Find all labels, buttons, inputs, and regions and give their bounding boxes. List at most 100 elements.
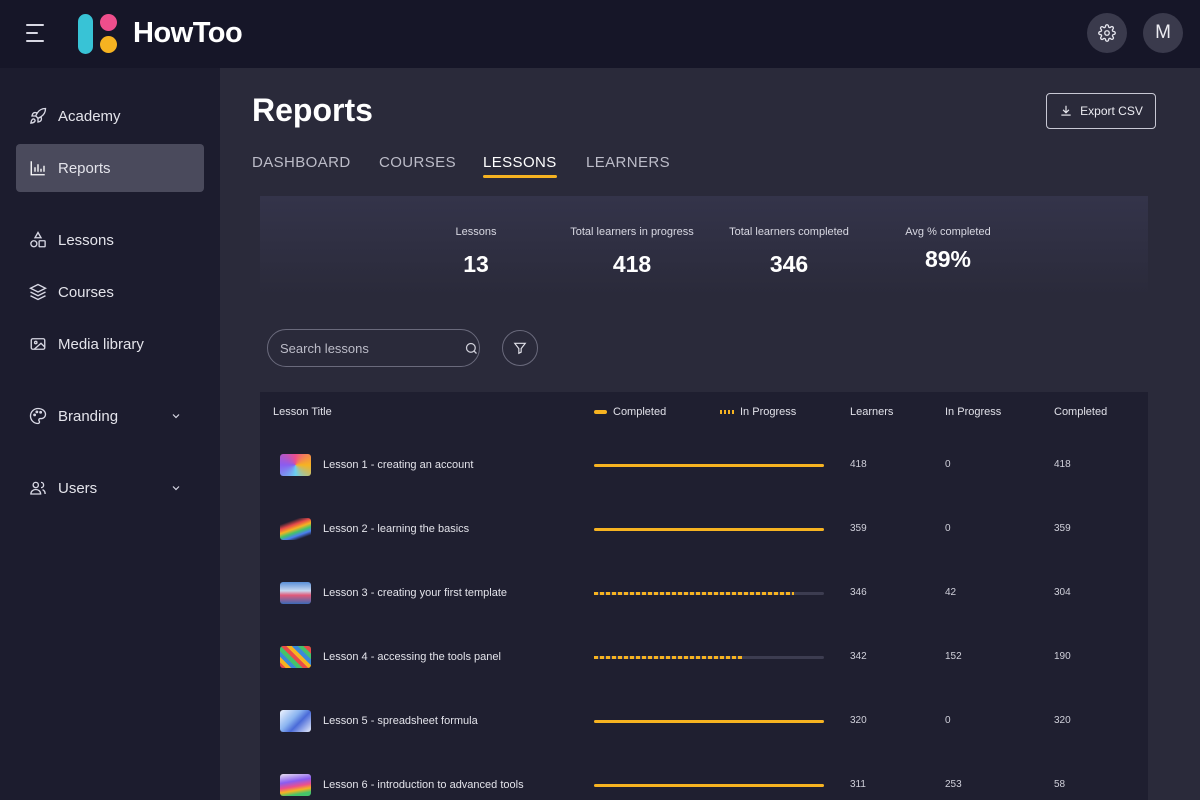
progress-fill (594, 784, 824, 787)
bar-chart-icon (28, 158, 48, 178)
tab-lessons[interactable]: LESSONS (483, 154, 557, 178)
table-row[interactable]: Lesson 6 - introduction to advanced tool… (260, 760, 1148, 800)
learners-cell: 359 (850, 523, 867, 534)
sidebar-item-media-library[interactable]: Media library (16, 320, 204, 368)
learners-cell: 418 (850, 459, 867, 470)
progress-fill (594, 656, 744, 659)
sidebar-item-label: Reports (58, 159, 111, 177)
stat-label: Avg % completed (905, 226, 991, 238)
in-progress-cell: 0 (945, 459, 951, 470)
shapes-icon (28, 230, 48, 250)
users-icon (28, 478, 48, 498)
progress-track (594, 464, 824, 467)
lesson-thumbnail (280, 582, 311, 604)
completed-cell: 418 (1054, 459, 1071, 470)
export-csv-label: Export CSV (1080, 104, 1143, 118)
in-progress-cell: 152 (945, 651, 962, 662)
page-title: Reports (252, 92, 373, 128)
brand-logo (78, 14, 120, 54)
progress-fill (594, 720, 824, 723)
table-row[interactable]: Lesson 3 - creating your first template … (260, 568, 1148, 632)
search-icon[interactable] (464, 341, 479, 361)
sidebar-item-lessons[interactable]: Lessons (16, 216, 204, 264)
column-header-lesson-title[interactable]: Lesson Title (273, 406, 332, 418)
lesson-thumbnail (280, 646, 311, 668)
progress-track (594, 656, 824, 659)
stat-value: 418 (612, 251, 652, 277)
legend-in-progress-swatch (720, 410, 734, 414)
column-header-learners[interactable]: Learners (850, 406, 894, 418)
lesson-thumbnail (280, 710, 311, 732)
stat-learners-in-progress: Total learners in progress 418 (562, 226, 702, 278)
in-progress-cell: 0 (945, 715, 951, 726)
stat-lessons: Lessons 13 (446, 226, 506, 278)
progress-fill (594, 464, 824, 467)
lesson-thumbnail (280, 518, 311, 540)
sidebar-item-academy[interactable]: Academy (16, 92, 204, 140)
search-input[interactable] (280, 340, 450, 356)
table-row[interactable]: Lesson 2 - learning the basics 359 0 359 (260, 504, 1148, 568)
progress-track (594, 528, 824, 531)
sidebar: Academy Reports Lessons Courses Media li… (0, 68, 220, 800)
layers-icon (28, 282, 48, 302)
gear-icon (1098, 24, 1116, 42)
lesson-title: Lesson 4 - accessing the tools panel (323, 651, 501, 663)
column-header-in-progress[interactable]: In Progress (945, 406, 1002, 418)
sidebar-item-label: Courses (58, 283, 114, 301)
sidebar-item-label: Academy (58, 107, 121, 125)
learners-cell: 320 (850, 715, 867, 726)
progress-track (594, 720, 824, 723)
filter-button[interactable] (502, 330, 538, 366)
table-row[interactable]: Lesson 1 - creating an account 418 0 418 (260, 440, 1148, 504)
stat-avg-completed: Avg % completed 89% (890, 226, 1006, 273)
in-progress-cell: 42 (945, 587, 957, 598)
lessons-table: Lesson Title Completed In Progress Learn… (260, 392, 1148, 800)
sidebar-item-users[interactable]: Users (16, 464, 204, 512)
tab-courses[interactable]: COURSES (379, 154, 456, 171)
sidebar-item-label: Media library (58, 335, 144, 353)
stat-label: Total learners in progress (570, 226, 694, 238)
lesson-thumbnail (280, 454, 311, 476)
progress-track (594, 592, 824, 595)
table-row[interactable]: Lesson 5 - spreadsheet formula 320 0 320 (260, 696, 1148, 760)
table-row[interactable]: Lesson 4 - accessing the tools panel 342… (260, 632, 1148, 696)
legend-completed: Completed (594, 406, 666, 418)
avatar[interactable]: M (1143, 13, 1183, 53)
progress-track (594, 784, 824, 787)
tab-dashboard[interactable]: DASHBOARD (252, 154, 351, 171)
lesson-title: Lesson 6 - introduction to advanced tool… (323, 779, 524, 791)
image-icon (28, 334, 48, 354)
stat-label: Total learners completed (729, 226, 849, 238)
chevron-down-icon (170, 409, 182, 426)
top-bar: HowToo M (0, 0, 1200, 68)
learners-cell: 346 (850, 587, 867, 598)
sidebar-item-label: Branding (58, 407, 119, 425)
legend-completed-swatch (594, 410, 607, 414)
settings-button[interactable] (1087, 13, 1127, 53)
menu-icon[interactable] (26, 24, 46, 42)
filter-icon (513, 342, 527, 355)
completed-cell: 190 (1054, 651, 1071, 662)
completed-cell: 359 (1054, 523, 1071, 534)
export-csv-button[interactable]: Export CSV (1046, 93, 1156, 129)
in-progress-cell: 0 (945, 523, 951, 534)
legend-in-progress: In Progress (720, 406, 796, 418)
in-progress-cell: 253 (945, 779, 962, 790)
completed-cell: 320 (1054, 715, 1071, 726)
sidebar-item-label: Users (58, 479, 98, 497)
sidebar-item-branding[interactable]: Branding (16, 392, 204, 440)
stat-value: 89% (924, 246, 972, 272)
palette-icon (28, 406, 48, 426)
learners-cell: 311 (850, 779, 866, 790)
chevron-down-icon (170, 481, 182, 498)
column-header-completed[interactable]: Completed (1054, 406, 1108, 418)
progress-fill (594, 592, 795, 595)
sidebar-item-reports[interactable]: Reports (16, 144, 204, 192)
search-box[interactable] (267, 329, 480, 367)
lesson-title: Lesson 3 - creating your first template (323, 587, 508, 599)
stat-label: Lessons (455, 226, 497, 238)
tab-learners[interactable]: LEARNERS (586, 154, 671, 171)
brand-name: HowToo (133, 17, 243, 49)
sidebar-item-courses[interactable]: Courses (16, 268, 204, 316)
progress-fill (594, 528, 824, 531)
